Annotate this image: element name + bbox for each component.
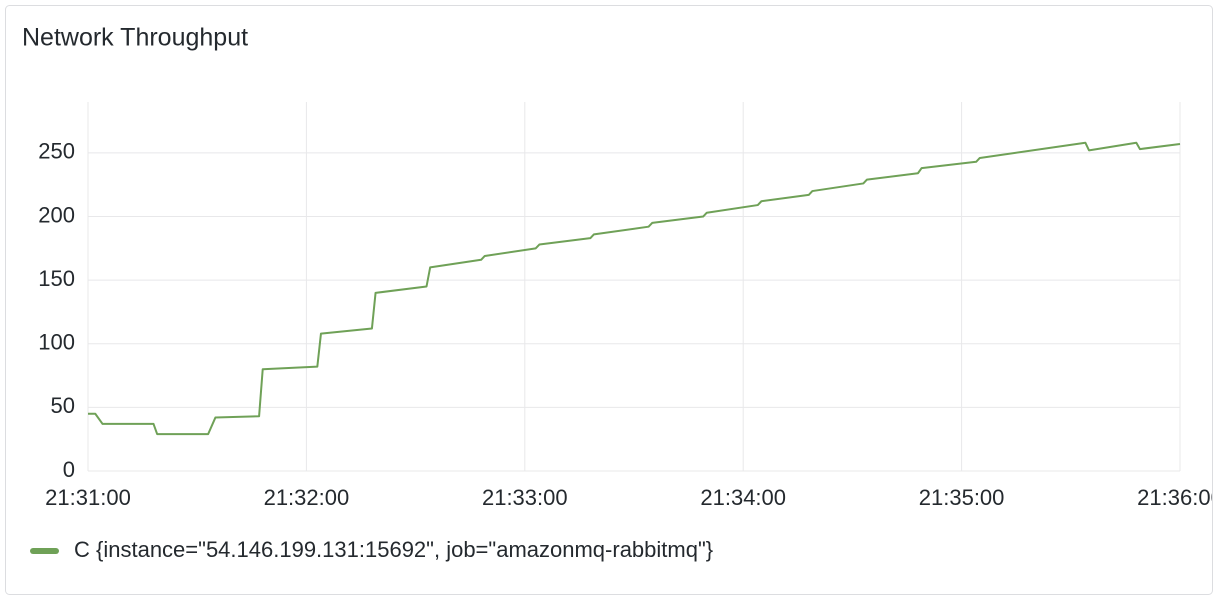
panel-border (5, 5, 1213, 595)
y-tick-label: 100 (38, 330, 75, 355)
panel-title: Network Throughput (22, 24, 248, 52)
x-tick-label: 21:33:00 (482, 485, 568, 510)
plot: 0 50 100 150 200 250 21:31:00 21:32:00 21:33:00 2… (38, 102, 1218, 510)
y-tick-label: 0 (63, 457, 75, 482)
y-tick-label: 250 (38, 139, 75, 164)
series-line (88, 141, 1181, 436)
x-tick-label: 21:34:00 (700, 485, 786, 510)
x-tick-label: 21:32:00 (264, 485, 350, 510)
x-tick-label: 21:31:00 (45, 485, 131, 510)
legend-label[interactable]: C {instance="54.146.199.131:15692", job=… (74, 537, 713, 562)
y-tick-label: 150 (38, 266, 75, 291)
x-tick-label: 21:36:00 (1137, 485, 1218, 510)
x-tick-label: 21:35:00 (919, 485, 1005, 510)
y-tick-label: 200 (38, 202, 75, 227)
y-tick-label: 50 (51, 393, 75, 418)
